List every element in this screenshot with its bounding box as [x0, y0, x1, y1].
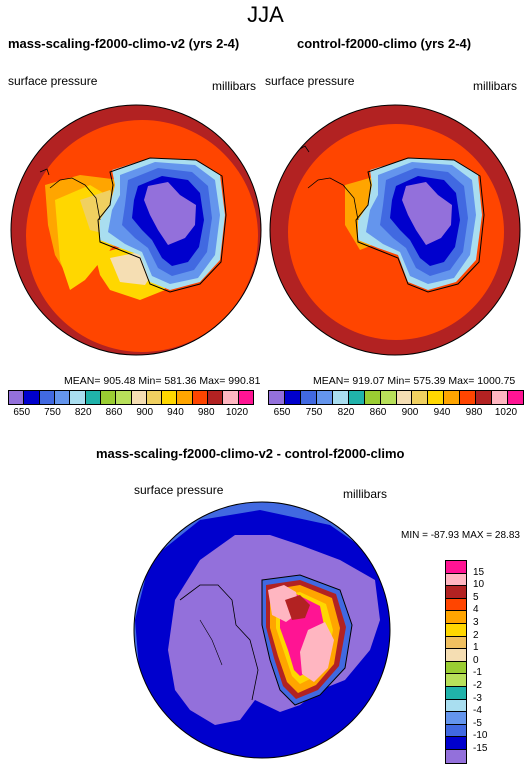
diff-colorbar-swatch: [446, 661, 466, 675]
diff-colorbar-swatch: [446, 598, 466, 612]
panel-2-colorbar: 650 750 820 860 900 940 980 1020: [268, 390, 524, 419]
colorbar-swatch: [192, 391, 209, 404]
diff-panel-units-label: millibars: [343, 487, 388, 501]
colorbar-swatch: [116, 391, 132, 404]
diff-colorbar-tick-label: 3: [473, 617, 479, 628]
colorbar-tick-label: 650: [273, 407, 291, 418]
colorbar-tick-label: 900: [136, 407, 154, 418]
colorbar-swatch: [208, 391, 224, 404]
diff-colorbar: [445, 560, 467, 764]
colorbar-tick-label: 980: [465, 407, 483, 418]
diff-colorbar-swatch: [446, 699, 466, 713]
colorbar-tick-label: 1020: [225, 407, 249, 418]
diff-colorbar-tick-label: -5: [473, 717, 482, 729]
diff-colorbar-swatch: [446, 573, 466, 587]
diff-colorbar-swatch: [446, 724, 466, 738]
colorbar-swatch: [460, 391, 477, 404]
colorbar-swatch: [100, 391, 117, 404]
colorbar-swatch: [284, 391, 301, 404]
colorbar-swatch: [332, 391, 349, 404]
colorbar-tick-label: 980: [197, 407, 215, 418]
colorbar-swatch: [223, 391, 239, 404]
colorbar-tick-label: 940: [167, 407, 184, 418]
colorbar-swatch: [85, 391, 101, 404]
panel-1-title: mass-scaling-f2000-climo-v2 (yrs 2-4): [8, 36, 240, 51]
diff-colorbar-swatch: [446, 586, 466, 599]
diff-colorbar-swatch: [446, 636, 466, 650]
colorbar-tick-label: 750: [44, 407, 61, 418]
diff-colorbar-tick-label: -3: [473, 692, 482, 704]
panel-2-stats: MEAN= 919.07 Min= 575.39 Max= 1000.75: [313, 375, 516, 387]
diff-colorbar-tick-label: -10: [473, 730, 488, 742]
diff-colorbar-tick-label: -2: [473, 680, 482, 691]
colorbar-swatch: [162, 391, 178, 404]
colorbar-tick-label: 750: [305, 407, 323, 418]
panel-1-variable-label: surface pressure: [8, 74, 98, 88]
colorbar-tick-label: 860: [105, 407, 123, 418]
colorbar-swatch: [177, 391, 193, 404]
colorbar-swatch: [380, 391, 397, 404]
colorbar-swatch: [238, 391, 253, 404]
diff-panel-title: mass-scaling-f2000-climo-v2 - control-f2…: [96, 446, 405, 461]
colorbar-swatch: [476, 391, 493, 404]
panel-1-stats: MEAN= 905.48 Min= 581.36 Max= 990.81: [64, 375, 261, 387]
diff-colorbar-swatch: [446, 737, 466, 750]
diff-colorbar-tick-label: -4: [473, 705, 482, 717]
colorbar-swatch: [428, 391, 445, 404]
colorbar-swatch: [146, 391, 163, 404]
colorbar-swatch: [54, 391, 71, 404]
colorbar-swatch: [131, 391, 147, 404]
panel-1-units-label: millibars: [212, 79, 257, 93]
colorbar-tick-label: 940: [433, 407, 451, 418]
panel-2-units-label: millibars: [473, 79, 518, 93]
diff-colorbar-swatch: [446, 561, 466, 574]
colorbar-tick-label: 860: [369, 407, 387, 418]
colorbar-swatch: [492, 391, 509, 404]
colorbar-swatch: [316, 391, 333, 404]
colorbar-swatch: [508, 391, 523, 404]
diff-colorbar-tick-label: -15: [473, 743, 488, 754]
diff-colorbar-tick-label: 15: [473, 566, 485, 578]
diff-panel-minmax: MIN = -87.93 MAX = 28.83: [401, 530, 520, 541]
diff-colorbar-swatch: [446, 611, 466, 624]
colorbar-swatch: [9, 391, 25, 404]
diff-colorbar-swatch: [446, 623, 466, 637]
panel-1-colorbar: 650 750 820 860 900 940 980 1020: [8, 390, 254, 419]
colorbar-swatch: [364, 391, 381, 404]
colorbar-tick-label: 650: [13, 407, 31, 418]
colorbar-swatch: [70, 391, 86, 404]
diff-panel-variable-label: surface pressure: [134, 483, 224, 497]
colorbar-swatch: [24, 391, 40, 404]
diff-colorbar-tick-label: -1: [473, 667, 482, 679]
colorbar-tick-label: 820: [337, 407, 355, 418]
diff-colorbar-swatch: [446, 686, 466, 700]
colorbar-swatch: [348, 391, 365, 404]
main-title: JJA: [247, 2, 284, 27]
diff-colorbar-swatch: [446, 712, 466, 725]
colorbar-swatch: [444, 391, 461, 404]
diff-colorbar-swatch: [446, 674, 466, 687]
colorbar-swatch: [269, 391, 285, 404]
colorbar-swatch: [412, 391, 429, 404]
panel-2-variable-label: surface pressure: [265, 74, 355, 88]
panel-2-title: control-f2000-climo (yrs 2-4): [297, 36, 472, 51]
colorbar-swatch: [39, 391, 55, 404]
colorbar-tick-label: 900: [401, 407, 419, 418]
diff-colorbar-tick-label: 4: [473, 604, 479, 616]
diff-colorbar-tick-label: 0: [473, 654, 479, 666]
colorbar-tick-label: 1020: [494, 407, 518, 418]
colorbar-tick-label: 820: [74, 407, 92, 418]
colorbar-swatch: [300, 391, 317, 404]
diff-colorbar-tick-label: 1: [473, 642, 479, 654]
diff-colorbar-tick-label: 10: [473, 579, 485, 591]
diff-colorbar-tick-label: 2: [473, 629, 479, 641]
diff-colorbar-swatch: [446, 649, 466, 662]
diff-colorbar-tick-label: 5: [473, 591, 479, 603]
diff-colorbar-swatch: [446, 749, 466, 763]
colorbar-swatch: [396, 391, 413, 404]
